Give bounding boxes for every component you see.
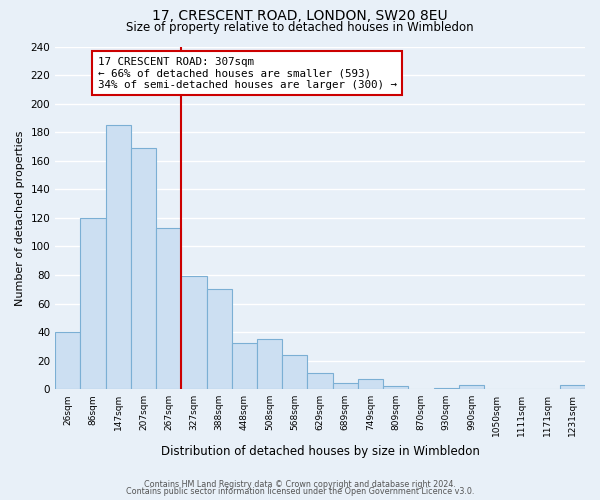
- X-axis label: Distribution of detached houses by size in Wimbledon: Distribution of detached houses by size …: [161, 444, 479, 458]
- Bar: [459, 385, 484, 389]
- Bar: [156, 228, 181, 389]
- Bar: [257, 339, 282, 389]
- Text: 17, CRESCENT ROAD, LONDON, SW20 8EU: 17, CRESCENT ROAD, LONDON, SW20 8EU: [152, 9, 448, 23]
- Bar: [55, 332, 80, 389]
- Bar: [131, 148, 156, 389]
- Bar: [282, 355, 307, 389]
- Bar: [434, 388, 459, 389]
- Bar: [232, 344, 257, 389]
- Bar: [332, 384, 358, 389]
- Bar: [358, 379, 383, 389]
- Text: Contains public sector information licensed under the Open Government Licence v3: Contains public sector information licen…: [126, 487, 474, 496]
- Bar: [307, 374, 332, 389]
- Text: Contains HM Land Registry data © Crown copyright and database right 2024.: Contains HM Land Registry data © Crown c…: [144, 480, 456, 489]
- Text: 17 CRESCENT ROAD: 307sqm
← 66% of detached houses are smaller (593)
34% of semi-: 17 CRESCENT ROAD: 307sqm ← 66% of detach…: [98, 57, 397, 90]
- Y-axis label: Number of detached properties: Number of detached properties: [15, 130, 25, 306]
- Bar: [206, 289, 232, 389]
- Bar: [560, 385, 585, 389]
- Bar: [106, 125, 131, 389]
- Text: Size of property relative to detached houses in Wimbledon: Size of property relative to detached ho…: [126, 21, 474, 34]
- Bar: [181, 276, 206, 389]
- Bar: [80, 218, 106, 389]
- Bar: [383, 386, 409, 389]
